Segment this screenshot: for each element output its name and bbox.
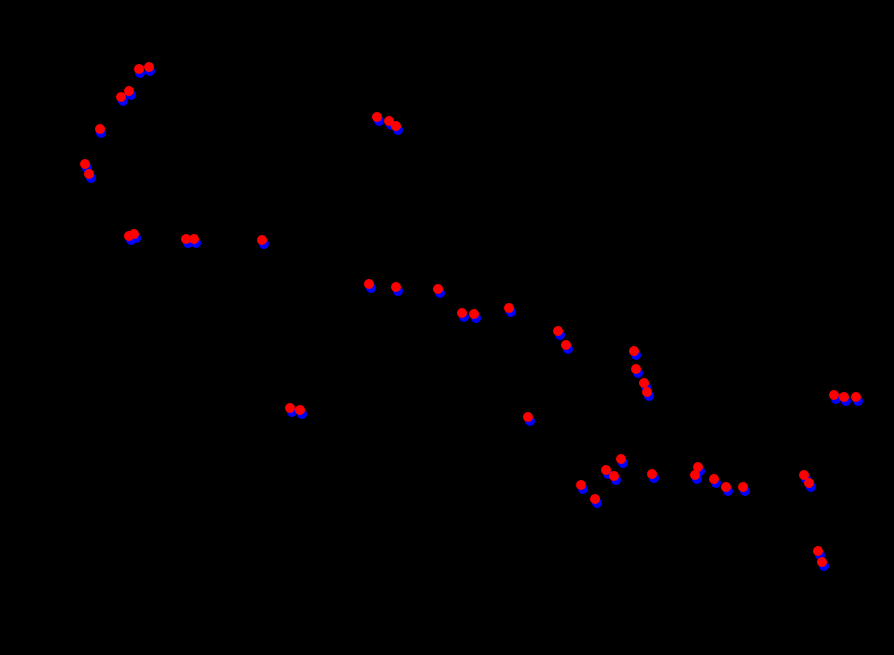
data-point [647,469,657,479]
data-point [391,282,401,292]
data-point [576,480,586,490]
data-point [629,346,639,356]
data-point [561,340,571,350]
data-point [693,462,703,472]
data-point [285,403,295,413]
data-point [829,390,839,400]
data-point [709,474,719,484]
data-point [433,284,443,294]
data-point [804,478,814,488]
data-point [609,471,619,481]
data-point [738,482,748,492]
data-point [553,326,563,336]
data-point [295,405,305,415]
data-point [391,121,401,131]
data-point [457,308,467,318]
data-point [80,159,90,169]
data-point [642,387,652,397]
data-point [364,279,374,289]
data-point [590,494,600,504]
data-point [631,364,641,374]
data-point [144,62,154,72]
data-point [372,112,382,122]
data-point [504,303,514,313]
data-point [124,86,134,96]
data-point [839,392,849,402]
data-point [639,378,649,388]
data-point [523,412,533,422]
data-point [257,235,267,245]
data-point [84,169,94,179]
data-point [721,482,731,492]
data-point [129,229,139,239]
scatter-chart [0,0,894,655]
data-point [817,557,827,567]
data-point [469,309,479,319]
data-point [189,234,199,244]
data-point [851,392,861,402]
data-point [616,454,626,464]
data-point [134,64,144,74]
data-point [95,124,105,134]
data-point [813,546,823,556]
data-point [116,92,126,102]
data-point [601,465,611,475]
